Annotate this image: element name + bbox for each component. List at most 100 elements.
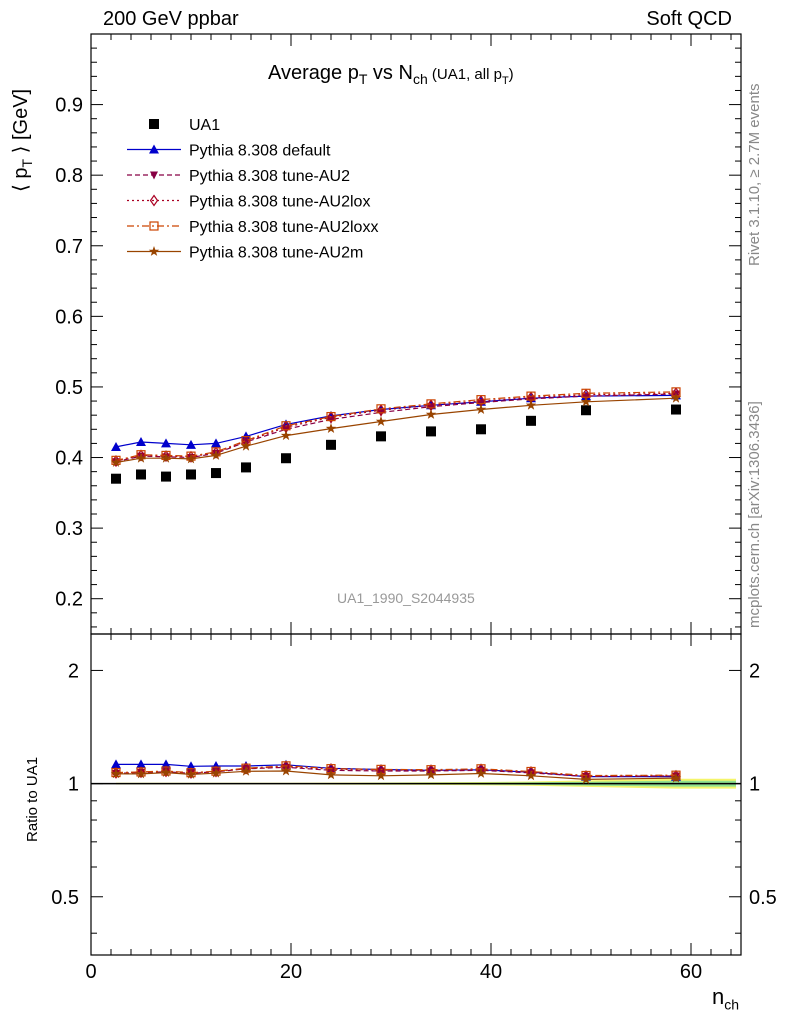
ratio-point-au2m (240, 765, 252, 776)
side-text-bottom: mcplots.cern.ch [arXiv:1306.3436] (746, 401, 763, 628)
main-y-tick-label: 0.6 (55, 306, 83, 328)
main-point-data (476, 424, 486, 435)
header-left: 200 GeV ppbar (103, 8, 239, 30)
ratio-point-au2m (160, 767, 172, 777)
main-point-default (161, 438, 171, 448)
legend-marker-default (149, 144, 159, 154)
main-point-data (241, 462, 251, 473)
legend-label-data: UA1 (189, 117, 220, 134)
main-point-au2m (375, 416, 387, 426)
ratio-line-au2 (115, 766, 677, 778)
ratio-line-au2m (115, 770, 677, 781)
ratio-point-au2m (325, 769, 337, 780)
legend-marker-au2 (150, 171, 158, 180)
main-y-tick-label: 0.3 (55, 518, 83, 540)
ratio-point-au2lox (161, 765, 171, 778)
main-line-au2m (115, 397, 677, 464)
side-text-top: Rivet 3.1.10, ≥ 2.7M events (746, 83, 763, 267)
x-tick-label: 0 (85, 961, 96, 983)
ratio-point-au2m (425, 769, 437, 780)
main-point-default (211, 438, 221, 448)
main-point-data (111, 473, 121, 484)
main-line-au2 (115, 393, 677, 463)
ratio-point-au2m (525, 770, 537, 781)
main-point-au2m (185, 453, 197, 464)
legend-marker-au2m (148, 246, 160, 256)
legend-label-au2lox: Pythia 8.308 tune-AU2lox (189, 194, 370, 211)
legend-label-default: Pythia 8.308 default (189, 143, 331, 160)
ratio-point-au2m (375, 770, 387, 781)
y-axis-label-ratio: Ratio to UA1 (24, 756, 41, 842)
main-point-au2loxx (281, 421, 291, 431)
x-tick-label: 40 (480, 961, 502, 983)
ratio-point-default (111, 759, 121, 769)
main-point-au2m (425, 409, 437, 419)
ratio-y-tick-label-right: 0.5 (749, 887, 777, 909)
main-y-tick-label: 0.4 (55, 448, 83, 470)
ratio-point-au2lox (671, 769, 681, 782)
main-point-au2lox (326, 411, 336, 424)
x-tick-label: 60 (680, 961, 702, 983)
legend-marker-au2lox (149, 194, 159, 207)
ratio-y-tick-label-right: 1 (749, 774, 760, 796)
main-point-data (426, 426, 436, 437)
main-line-default (115, 394, 677, 448)
legend-label-au2m: Pythia 8.308 tune-AU2m (189, 245, 363, 262)
main-point-au2loxx (376, 404, 386, 414)
x-axis-label: nch (712, 984, 740, 1013)
main-point-au2lox (161, 450, 171, 463)
main-point-data (581, 405, 591, 416)
ratio-point-au2lox (211, 765, 221, 778)
ratio-y-tick-label-left: 2 (68, 660, 79, 682)
main-y-tick-label: 0.2 (55, 589, 83, 611)
legend-marker-data (149, 119, 159, 129)
ratio-point-au2lox (186, 766, 196, 780)
ratio-plot-frame (90, 633, 742, 956)
ratio-point-default (161, 759, 171, 769)
ratio-point-au2m (670, 772, 682, 783)
ratio-point-au2m (185, 768, 197, 779)
main-point-au2m (160, 452, 172, 463)
main-point-default (111, 441, 121, 451)
ratio-point-au2lox (136, 766, 146, 779)
main-point-data (186, 469, 196, 480)
ratio-y-tick-label-right: 2 (749, 660, 760, 682)
ratio-y-tick-label-left: 0.5 (51, 887, 79, 909)
ratio-point-au2m (580, 773, 592, 784)
main-point-data (326, 439, 336, 450)
chart-title: Average pT vs Nch (UA1, all pT) (268, 62, 514, 87)
legend-marker-au2loxx (149, 221, 159, 231)
main-point-data (281, 453, 291, 464)
main-point-au2m (280, 430, 292, 441)
main-line-au2loxx (115, 391, 677, 461)
main-line-au2lox (115, 392, 677, 462)
main-point-data (136, 469, 146, 480)
y-axis-label-main: ⟨ pT ⟩ [GeV] (10, 88, 35, 192)
ratio-y-tick-label-left: 1 (68, 774, 79, 796)
main-point-au2m (475, 404, 487, 414)
ratio-point-au2lox (111, 766, 121, 779)
main-point-data (211, 468, 221, 479)
main-point-default (186, 439, 196, 449)
main-y-tick-label: 0.8 (55, 165, 83, 187)
main-point-au2loxx (476, 395, 486, 405)
main-point-au2m (325, 423, 337, 433)
ratio-point-au2m (210, 767, 222, 778)
main-point-au2loxx (326, 411, 336, 422)
main-y-tick-label: 0.9 (55, 95, 83, 117)
ratio-point-au2m (135, 768, 147, 779)
main-point-data (526, 415, 536, 426)
main-point-default (136, 437, 146, 446)
legend-label-au2: Pythia 8.308 tune-AU2 (189, 168, 350, 185)
ratio-point-default (186, 761, 196, 771)
main-point-au2m (525, 399, 537, 410)
ratio-point-au2m (110, 768, 122, 779)
main-point-au2m (240, 440, 252, 451)
main-point-au2m (670, 392, 682, 403)
main-y-tick-label: 0.5 (55, 377, 83, 399)
main-point-au2m (580, 396, 592, 407)
ratio-point-au2m (475, 768, 487, 778)
header-right: Soft QCD (646, 8, 732, 30)
legend-label-au2loxx: Pythia 8.308 tune-AU2loxx (189, 219, 378, 236)
